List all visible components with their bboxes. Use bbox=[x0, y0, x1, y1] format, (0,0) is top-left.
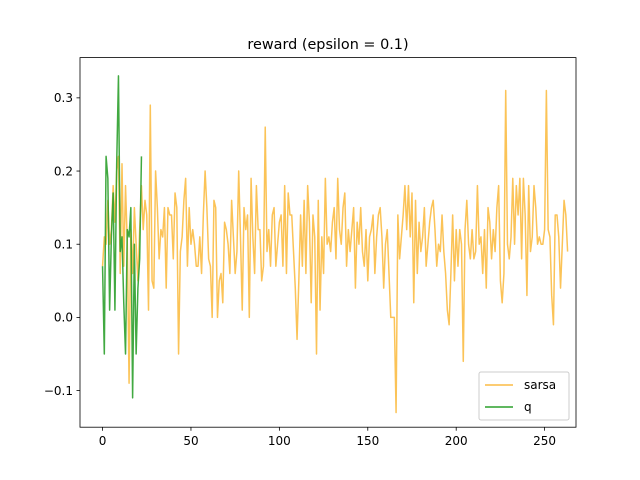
x-tick-label: 200 bbox=[445, 434, 468, 448]
legend-label-sarsa: sarsa bbox=[524, 378, 556, 392]
series-line-sarsa bbox=[101, 89, 569, 414]
axes-frame bbox=[79, 57, 577, 428]
y-tick-label: −0.1 bbox=[44, 384, 73, 398]
x-tick-label: 100 bbox=[268, 434, 291, 448]
y-axis: −0.1 0.0 0.1 0.2 0.3 bbox=[44, 91, 80, 398]
chart-title: reward (epsilon = 0.1) bbox=[247, 37, 408, 53]
x-tick-label: 250 bbox=[533, 434, 556, 448]
y-tick-label: 0.1 bbox=[54, 238, 73, 252]
legend: sarsa q bbox=[478, 371, 570, 421]
legend-box bbox=[478, 371, 570, 421]
plot-area: 0 50 100 150 200 250 −0.1 0.0 0.1 0.2 0.3 bbox=[44, 57, 577, 448]
x-tick-label: 0 bbox=[99, 434, 107, 448]
x-tick-label: 150 bbox=[356, 434, 379, 448]
series-layer bbox=[101, 75, 569, 414]
y-tick-label: 0.3 bbox=[54, 91, 73, 105]
legend-label-q: q bbox=[524, 400, 532, 414]
x-axis: 0 50 100 150 200 250 bbox=[99, 427, 556, 448]
series-line-q bbox=[101, 75, 143, 399]
y-tick-label: 0.0 bbox=[54, 311, 73, 325]
y-tick-label: 0.2 bbox=[54, 164, 73, 178]
x-tick-label: 50 bbox=[183, 434, 198, 448]
